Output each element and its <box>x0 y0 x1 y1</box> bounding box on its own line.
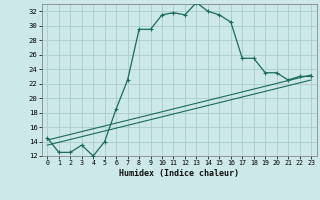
X-axis label: Humidex (Indice chaleur): Humidex (Indice chaleur) <box>119 169 239 178</box>
